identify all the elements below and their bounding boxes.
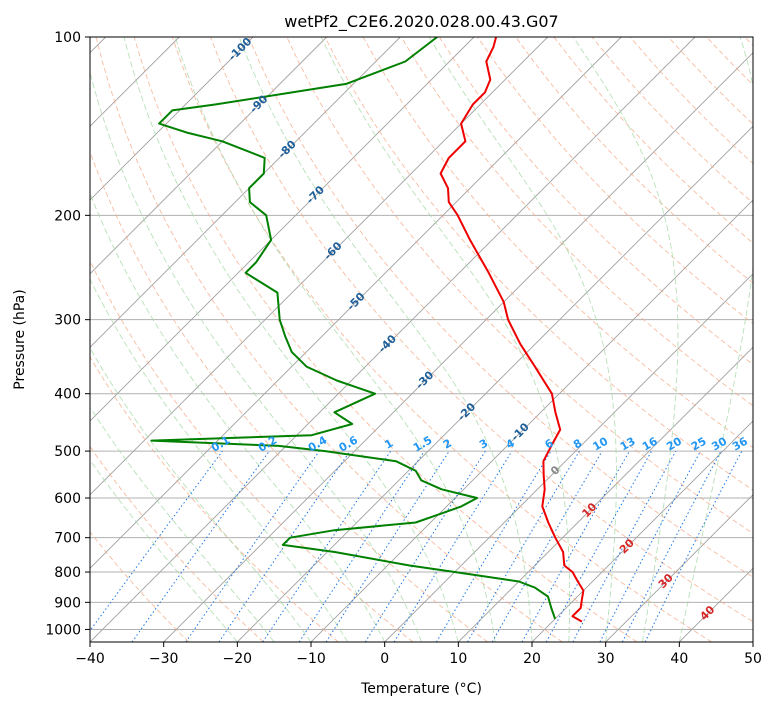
x-tick-label: 20 xyxy=(523,651,541,667)
x-tick-label: 10 xyxy=(449,651,467,667)
y-tick-label: 1000 xyxy=(45,622,81,638)
x-tick-label: −20 xyxy=(223,651,253,667)
x-tick-label: 0 xyxy=(380,651,389,667)
x-tick-label: 40 xyxy=(670,651,688,667)
x-axis-label: Temperature (°C) xyxy=(360,681,482,697)
chart-title: wetPf2_C2E6.2020.028.00.43.G07 xyxy=(284,12,558,32)
y-tick-label: 400 xyxy=(54,387,81,403)
y-axis-label: Pressure (hPa) xyxy=(12,289,28,389)
y-tick-label: 500 xyxy=(54,444,81,460)
y-tick-label: 800 xyxy=(54,565,81,581)
y-tick-label: 300 xyxy=(54,313,81,329)
x-tick-label: 30 xyxy=(597,651,615,667)
x-tick-label: −10 xyxy=(296,651,326,667)
x-tick-label: 50 xyxy=(744,651,762,667)
y-tick-label: 600 xyxy=(54,491,81,507)
y-tick-label: 900 xyxy=(54,595,81,611)
x-tick-label: −40 xyxy=(75,651,105,667)
y-tick-label: 200 xyxy=(54,208,81,224)
y-tick-label: 100 xyxy=(54,30,81,46)
x-tick-label: −30 xyxy=(149,651,179,667)
y-tick-label: 700 xyxy=(54,531,81,547)
